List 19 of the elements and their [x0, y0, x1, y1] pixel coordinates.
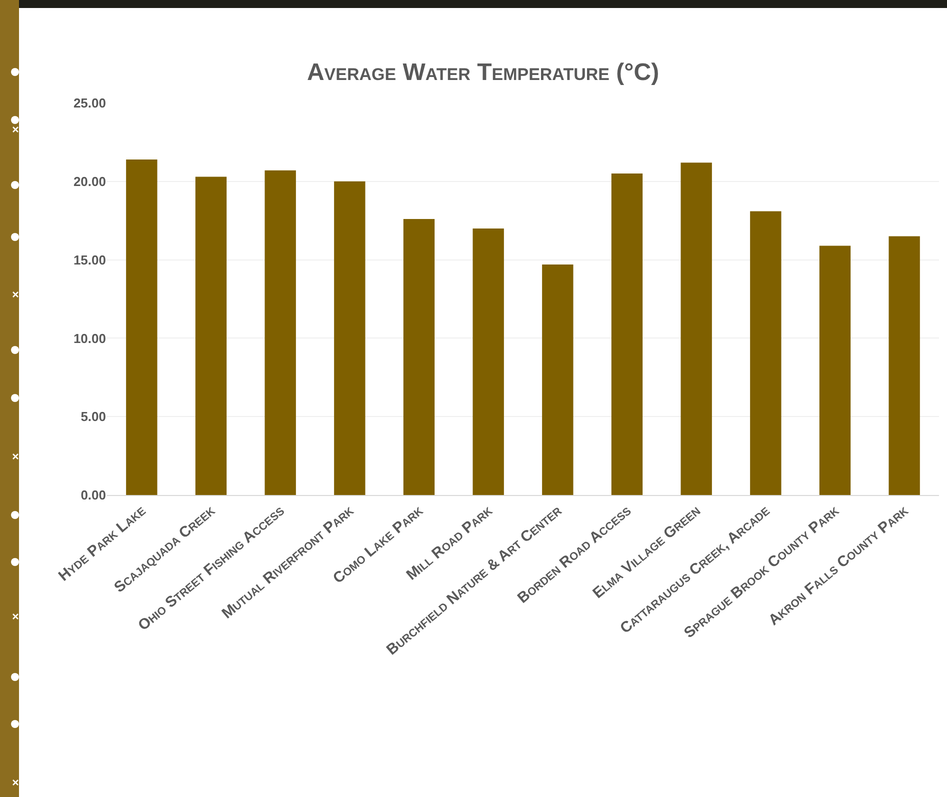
chart-title: Average Water Temperature (°C) [306, 59, 660, 86]
bar [264, 170, 296, 495]
y-tick-label: 25.00 [73, 96, 106, 111]
bar [472, 228, 504, 495]
bar [888, 236, 920, 495]
y-tick-label: 15.00 [73, 252, 106, 268]
y-tick-label: 10.00 [73, 330, 106, 346]
bar [750, 211, 782, 495]
bar [334, 181, 366, 495]
bar [403, 219, 435, 495]
bar [126, 159, 158, 495]
y-tick-label: 0.00 [80, 488, 106, 503]
bar [195, 176, 227, 495]
bar [819, 246, 851, 495]
y-tick-label: 5.00 [80, 409, 106, 424]
y-tick-label: 20.00 [73, 174, 106, 189]
bar [611, 174, 643, 495]
bar [680, 162, 712, 495]
bar [542, 264, 574, 495]
